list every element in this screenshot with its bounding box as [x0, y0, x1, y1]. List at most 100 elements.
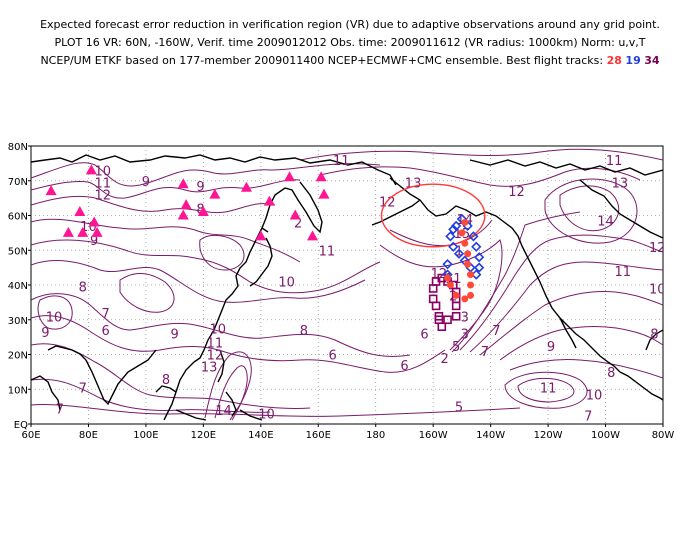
track-c-label: 34 — [644, 54, 660, 67]
contour-line — [504, 371, 588, 409]
x-tick-label: 60E — [21, 430, 40, 441]
contour-label: 6 — [328, 349, 336, 364]
track-c-marker — [451, 301, 461, 311]
contour-label: 10 — [649, 282, 666, 297]
target-triangle — [74, 206, 86, 217]
coastline — [31, 154, 397, 186]
contour-label: 8 — [162, 373, 170, 388]
y-tick-label: 40N — [8, 281, 28, 292]
y-tick-label: 10N — [8, 385, 28, 396]
track-c-marker — [428, 294, 438, 304]
track-a-marker — [461, 218, 469, 226]
contour-label: 12 — [508, 185, 525, 200]
contour-label: 7 — [481, 345, 489, 360]
target-triangle — [318, 188, 330, 199]
coastline — [559, 317, 577, 349]
contour-label: 10 — [278, 276, 295, 291]
contour-label: 1 — [455, 244, 463, 259]
contour-label: 12 — [379, 196, 396, 211]
track-b-marker — [474, 262, 485, 273]
x-tick-label: 140W — [476, 430, 505, 441]
flight-tracks — [428, 213, 485, 332]
contour-label: 11 — [207, 336, 224, 351]
y-tick-label: EQ — [14, 420, 28, 431]
contour-label: 9 — [170, 328, 178, 343]
coastline — [155, 361, 195, 421]
contour-label: 13 — [612, 176, 629, 191]
target-triangle — [45, 185, 57, 196]
contour-line — [31, 315, 446, 373]
contour-label: 9 — [90, 234, 98, 249]
contour-line — [214, 365, 248, 421]
contour-label: 5 — [452, 340, 460, 355]
track-a-marker — [452, 291, 460, 299]
y-tick-label: 70N — [8, 177, 28, 188]
x-tick-label: 140E — [248, 430, 273, 441]
track-a-marker — [444, 274, 452, 282]
coastline — [47, 345, 157, 406]
contour-label: 8 — [300, 324, 308, 339]
contour-label: 6 — [420, 328, 428, 343]
contour-line — [31, 293, 411, 358]
target-triangle — [180, 199, 192, 210]
x-tick-label: 100W — [591, 430, 620, 441]
contour-label: 9 — [142, 175, 150, 190]
y-tick-label: 30N — [8, 316, 28, 327]
target-triangle — [85, 164, 97, 175]
track-b-marker — [442, 259, 453, 270]
target-triangle — [77, 226, 89, 237]
target-triangle — [88, 216, 100, 227]
contour-line — [31, 218, 301, 263]
target-triangle — [263, 195, 275, 206]
track-a-marker — [467, 291, 475, 299]
coastline — [371, 199, 421, 226]
target-triangle — [240, 181, 252, 192]
y-tick-label: 60N — [8, 212, 28, 223]
track-b-marker — [474, 252, 485, 263]
track-b-marker — [448, 224, 459, 235]
target-triangle — [62, 226, 74, 237]
x-tick-label: 180 — [366, 430, 385, 441]
contour-label: 11 — [615, 265, 632, 280]
contour-line — [459, 234, 663, 351]
contour-label: 8 — [79, 281, 87, 296]
x-tick-label: 80W — [652, 430, 675, 441]
contour-label: 7 — [584, 409, 592, 424]
contour-label: 12 — [95, 189, 112, 204]
contour-line — [31, 378, 271, 413]
contour-label: 10 — [586, 388, 603, 403]
contour-label: 10 — [95, 164, 112, 179]
contour-label: 11 — [333, 154, 350, 169]
target-markers — [45, 164, 330, 241]
contour-line — [31, 260, 366, 303]
track-a-marker — [461, 239, 469, 247]
coastline — [175, 349, 263, 421]
contour-label: 5 — [455, 401, 463, 416]
contour-label: 10 — [209, 322, 226, 337]
y-tick-label: 80N — [8, 142, 28, 153]
coastline — [31, 375, 61, 411]
contour-label: 7 — [492, 324, 500, 339]
contour-label: 6 — [400, 359, 408, 374]
contour-label: 11 — [540, 382, 557, 397]
target-triangle — [209, 188, 221, 199]
contour-label: 3 — [461, 328, 469, 343]
coastline — [579, 179, 663, 239]
track-b-marker — [453, 248, 465, 259]
target-triangle — [307, 230, 319, 241]
coastline — [645, 329, 663, 351]
x-tick-label: 160W — [419, 430, 448, 441]
track-a-marker — [467, 281, 475, 289]
x-axis-ticks: 60E 80E 100E 120E 140E 160E 180 160W 140W 120W 100… — [21, 424, 674, 441]
contour-label: 10 — [46, 310, 63, 325]
target-triangle — [255, 230, 267, 241]
x-tick-label: 120E — [191, 430, 216, 441]
target-triangle — [315, 171, 327, 182]
track-b-marker — [448, 241, 459, 252]
target-triangle — [284, 171, 296, 182]
contour-line — [37, 295, 73, 330]
contour-line — [509, 359, 663, 379]
coastline — [249, 227, 273, 287]
track-b-marker — [468, 231, 479, 242]
